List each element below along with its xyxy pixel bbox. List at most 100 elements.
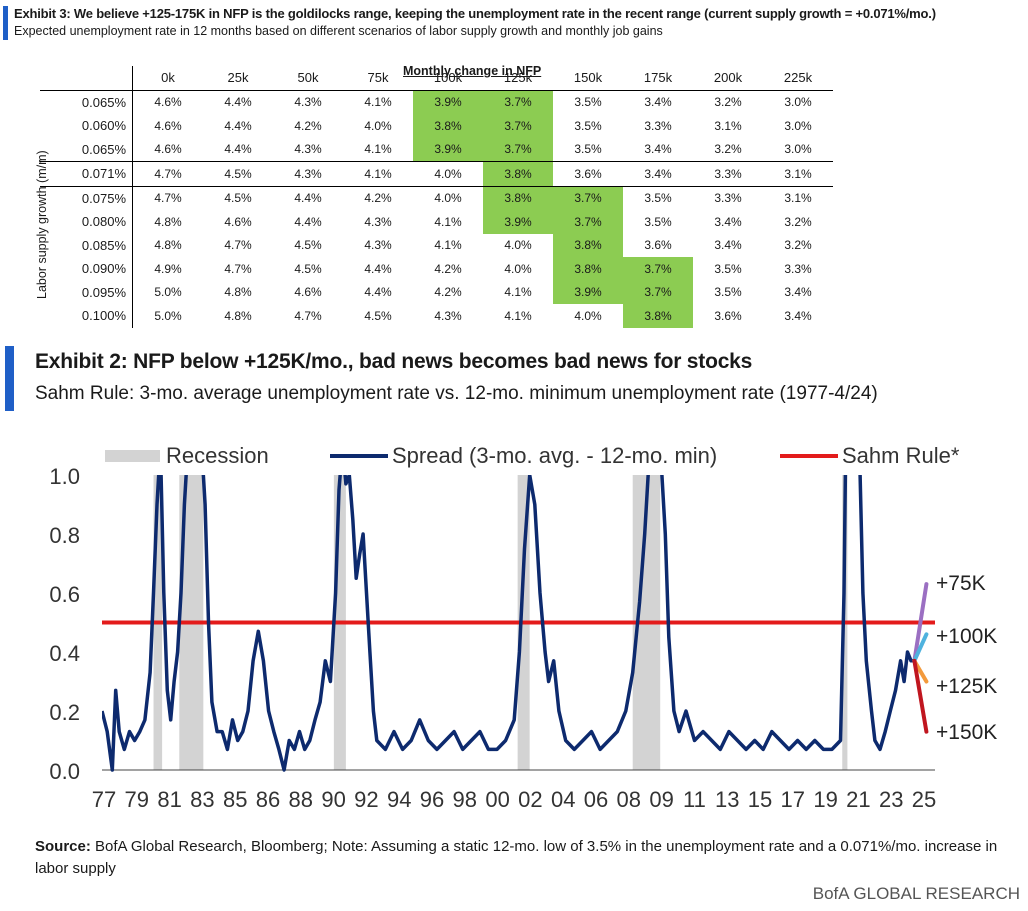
exhibit3-subtitle: Expected unemployment rate in 12 months … — [14, 24, 663, 38]
table-cell: 4.7% — [224, 238, 252, 253]
table-cell: 4.1% — [364, 142, 392, 157]
table-cell: 4.5% — [294, 261, 322, 276]
exhibit2-accent-bar — [5, 346, 14, 411]
table-cell: 4.4% — [364, 261, 392, 276]
table-row: 0.095% 5.0% 4.8% 4.6% 4.4% 4.2% 4.1% 3.9% 3.7% 3.… — [40, 280, 833, 304]
table-cell: 4.1% — [343, 161, 413, 187]
table-cell: 4.6% — [154, 118, 182, 133]
table-cell: 3.6% — [553, 161, 623, 187]
x-tick-label: 02 — [518, 787, 542, 812]
table-cell: 3.8% — [413, 114, 483, 138]
table-cell: 4.5% — [224, 191, 252, 206]
table-cell: 3.5% — [574, 142, 602, 157]
table-cell: 4.8% — [154, 214, 182, 229]
x-tick-label: 79 — [125, 787, 149, 812]
source-note: Source: BofA Global Research, Bloomberg;… — [35, 836, 1015, 880]
table-cell: 4.0% — [434, 191, 462, 206]
y-tick-label: 0.6 — [49, 582, 80, 607]
x-tick-label: 92 — [354, 787, 378, 812]
table-row: 0.060% 4.6% 4.4% 4.2% 4.0% 3.8% 3.7% 3.5% 3.3% 3.… — [40, 114, 833, 138]
y-tick-label: 0.0 — [49, 759, 80, 784]
x-tick-label: 96 — [420, 787, 444, 812]
table-cell: 4.1% — [434, 238, 462, 253]
table-cell: 3.2% — [784, 214, 812, 229]
table-cell: 4.4% — [294, 214, 322, 229]
x-tick-label: 11 — [683, 787, 706, 812]
exhibit3-title: Exhibit 3: We believe +125-175K in NFP i… — [14, 6, 936, 21]
y-tick-label: 0.8 — [49, 523, 80, 548]
table-cell: 4.7% — [294, 308, 322, 323]
x-tick-label: 13 — [715, 787, 739, 812]
column-header: 225k — [763, 66, 833, 91]
table-cell: 4.2% — [434, 261, 462, 276]
table-cell: 3.9% — [553, 280, 623, 304]
scenario-line — [912, 632, 929, 663]
row-label: 0.100% — [40, 304, 133, 328]
table-cell: 4.1% — [504, 308, 532, 323]
table-cell: 3.7% — [483, 114, 553, 138]
table-cell: 3.3% — [693, 161, 763, 187]
column-header: 100k — [413, 66, 483, 91]
table-cell: 4.3% — [434, 308, 462, 323]
table-cell: 3.1% — [784, 191, 812, 206]
table-cell: 3.5% — [644, 214, 672, 229]
table-cell: 3.3% — [644, 118, 672, 133]
table-cell: 4.3% — [294, 142, 322, 157]
table-cell: 4.0% — [504, 261, 532, 276]
row-label: 0.065% — [40, 137, 133, 162]
row-label: 0.075% — [40, 186, 133, 210]
scenario-label: +125K — [936, 675, 997, 698]
table-cell: 3.5% — [714, 261, 742, 276]
table-cell: 3.7% — [483, 90, 553, 114]
column-header: 200k — [693, 66, 763, 91]
column-header: 0k — [132, 66, 203, 91]
table-cell: 3.0% — [784, 142, 812, 157]
table-cell: 3.3% — [714, 191, 742, 206]
row-label: 0.065% — [40, 90, 133, 114]
exhibit2-title: Exhibit 2: NFP below +125K/mo., bad news… — [35, 350, 753, 373]
x-tick-label: 98 — [453, 787, 477, 812]
table-row: 0.071% 4.7% 4.5% 4.3% 4.1% 4.0% 3.8% 3.6% 3.4% 3.… — [40, 161, 833, 187]
legend-spread-label: Spread (3-mo. avg. - 12-mo. min) — [392, 443, 717, 468]
table-cell: 3.4% — [644, 142, 672, 157]
table-cell: 3.9% — [413, 90, 483, 114]
table-row: 0.065% 4.6% 4.4% 4.3% 4.1% 3.9% 3.7% 3.5% 3.4% 3.… — [40, 137, 833, 162]
table-cell: 4.1% — [504, 285, 532, 300]
table-cell: 3.2% — [784, 238, 812, 253]
table-cell: 3.2% — [714, 95, 742, 110]
scenario-label: +150K — [936, 721, 997, 744]
table-cell: 4.8% — [224, 285, 252, 300]
exhibit2-subtitle: Sahm Rule: 3-mo. average unemployment ra… — [35, 383, 878, 404]
x-tick-label: 04 — [551, 787, 575, 812]
table-cell: 3.8% — [483, 186, 553, 210]
scenario-table: 0k 25k 50k 75k 100k 125k 150k 175k 200k 225k 0.065… — [40, 66, 833, 328]
table-row: 0.085% 4.8% 4.7% 4.5% 4.3% 4.1% 4.0% 3.8% 3.6% 3.… — [40, 233, 833, 257]
table-row: 0.100% 5.0% 4.8% 4.7% 4.5% 4.3% 4.1% 4.0% 3.8% 3.… — [40, 304, 833, 328]
table-cell: 3.0% — [784, 95, 812, 110]
x-tick-label: 23 — [879, 787, 903, 812]
table-cell: 5.0% — [154, 308, 182, 323]
x-tick-label: 88 — [289, 787, 313, 812]
table-cell: 3.5% — [644, 191, 672, 206]
x-tick-label: 81 — [157, 787, 181, 812]
table-cell: 4.5% — [203, 161, 273, 187]
table-row: 0.075% 4.7% 4.5% 4.4% 4.2% 4.0% 3.8% 3.7% 3.5% 3.… — [40, 186, 833, 210]
table-cell: 4.3% — [364, 214, 392, 229]
table-cell: 4.1% — [434, 214, 462, 229]
sahm-chart: 0.0 0.2 0.4 0.6 0.8 1.0 77 79 81 83 85 86 88 90 92 94 96… — [49, 443, 997, 812]
table-cell: 3.6% — [644, 238, 672, 253]
table-cell: 4.6% — [294, 285, 322, 300]
source-label: Source: — [35, 838, 91, 855]
table-cell: 3.5% — [714, 285, 742, 300]
table-cell: 3.5% — [574, 118, 602, 133]
y-tick-label: 0.2 — [49, 700, 80, 725]
column-header: 125k — [483, 66, 553, 91]
table-cell: 3.9% — [483, 210, 553, 234]
x-tick-label: 06 — [584, 787, 608, 812]
column-header: 25k — [203, 66, 273, 91]
table-row: 0.065% 4.6% 4.4% 4.3% 4.1% 3.9% 3.7% 3.5% 3.4% 3.… — [40, 90, 833, 114]
corner-cell — [40, 66, 133, 91]
y-tick-label: 1.0 — [49, 464, 80, 489]
scenario-line — [912, 658, 929, 734]
table-cell: 4.6% — [154, 142, 182, 157]
